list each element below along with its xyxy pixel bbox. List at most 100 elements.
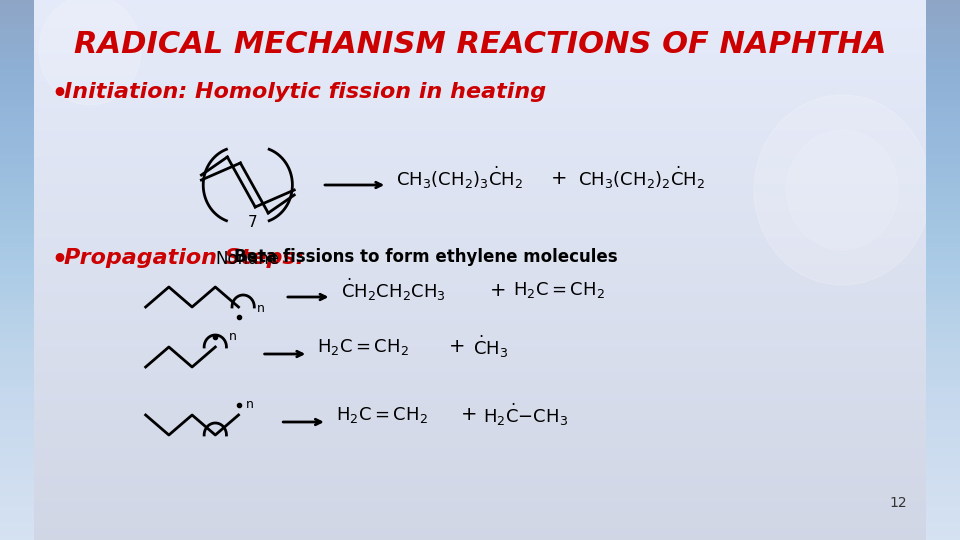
- Bar: [35, 259, 925, 265]
- Text: n: n: [246, 398, 253, 411]
- Bar: [35, 38, 925, 43]
- Bar: [35, 0, 925, 5]
- Bar: [35, 297, 925, 302]
- Bar: [35, 97, 925, 103]
- Bar: [35, 270, 925, 275]
- Bar: [35, 518, 925, 524]
- Bar: [35, 524, 925, 529]
- Bar: [35, 211, 925, 216]
- Bar: [35, 221, 925, 227]
- Bar: [35, 162, 925, 167]
- Text: $\mathregular{\dot{C}H_3}$: $\mathregular{\dot{C}H_3}$: [472, 334, 508, 360]
- Text: +: +: [448, 338, 465, 356]
- Text: +: +: [551, 168, 567, 187]
- Bar: [35, 265, 925, 270]
- Bar: [35, 243, 925, 248]
- Bar: [35, 286, 925, 292]
- Bar: [35, 86, 925, 92]
- Bar: [35, 32, 925, 38]
- Text: $\mathregular{H_2C{=}CH_2}$: $\mathregular{H_2C{=}CH_2}$: [318, 337, 409, 357]
- Bar: [35, 157, 925, 162]
- Bar: [35, 394, 925, 400]
- Text: $\mathregular{\dot{C}H_2CH_2CH_3}$: $\mathregular{\dot{C}H_2CH_2CH_3}$: [341, 277, 445, 303]
- Text: $\mathregular{CH_3(CH_2)_3\dot{C}H_2}$: $\mathregular{CH_3(CH_2)_3\dot{C}H_2}$: [396, 165, 524, 191]
- Bar: [35, 81, 925, 86]
- Bar: [35, 124, 925, 130]
- Bar: [35, 475, 925, 481]
- Text: RADICAL MECHANISM REACTIONS OF NAPHTHA: RADICAL MECHANISM REACTIONS OF NAPHTHA: [74, 30, 886, 59]
- Bar: [35, 65, 925, 70]
- Bar: [35, 113, 925, 119]
- Bar: [35, 59, 925, 65]
- Bar: [35, 529, 925, 535]
- Bar: [35, 356, 925, 362]
- Bar: [35, 302, 925, 308]
- Bar: [35, 535, 925, 540]
- Text: •: •: [51, 82, 67, 106]
- Bar: [35, 340, 925, 346]
- Bar: [35, 497, 925, 502]
- Bar: [35, 292, 925, 297]
- Text: n: n: [229, 330, 237, 343]
- Bar: [35, 502, 925, 508]
- Bar: [35, 173, 925, 178]
- Bar: [35, 92, 925, 97]
- Bar: [35, 205, 925, 211]
- Bar: [35, 346, 925, 351]
- Text: $\mathregular{H_2C{=}CH_2}$: $\mathregular{H_2C{=}CH_2}$: [514, 280, 606, 300]
- Bar: [35, 324, 925, 329]
- Bar: [35, 513, 925, 518]
- Bar: [35, 103, 925, 108]
- Bar: [35, 470, 925, 475]
- Bar: [35, 135, 925, 140]
- Text: Beta fissions to form ethylene molecules: Beta fissions to form ethylene molecules: [234, 248, 617, 266]
- Text: +: +: [461, 406, 477, 424]
- Bar: [35, 432, 925, 437]
- Text: 7: 7: [248, 215, 257, 230]
- Bar: [35, 400, 925, 405]
- Bar: [35, 421, 925, 427]
- Bar: [35, 27, 925, 32]
- Bar: [35, 464, 925, 470]
- Bar: [35, 146, 925, 151]
- Circle shape: [754, 95, 930, 285]
- Bar: [35, 194, 925, 200]
- Bar: [35, 76, 925, 81]
- Bar: [35, 130, 925, 135]
- Bar: [35, 254, 925, 259]
- Bar: [35, 119, 925, 124]
- Bar: [35, 319, 925, 324]
- Bar: [35, 227, 925, 232]
- Bar: [35, 5, 925, 11]
- Bar: [35, 308, 925, 313]
- Bar: [35, 405, 925, 410]
- Bar: [35, 378, 925, 383]
- Bar: [35, 178, 925, 184]
- Text: Propagation Steps:: Propagation Steps:: [64, 248, 304, 268]
- Bar: [35, 232, 925, 238]
- Text: $\mathregular{CH_3(CH_2)_2\dot{C}H_2}$: $\mathregular{CH_3(CH_2)_2\dot{C}H_2}$: [578, 165, 705, 191]
- Text: Nonane: Nonane: [216, 250, 279, 268]
- Bar: [35, 367, 925, 373]
- Bar: [35, 43, 925, 49]
- Bar: [35, 16, 925, 22]
- Text: •: •: [51, 248, 67, 272]
- Bar: [35, 459, 925, 464]
- Bar: [35, 389, 925, 394]
- Bar: [35, 200, 925, 205]
- Bar: [35, 49, 925, 54]
- Bar: [35, 416, 925, 421]
- Bar: [35, 491, 925, 497]
- Text: Initiation: Homolytic fission in heating: Initiation: Homolytic fission in heating: [64, 82, 546, 102]
- Bar: [35, 216, 925, 221]
- Bar: [35, 362, 925, 367]
- Bar: [35, 437, 925, 443]
- Bar: [35, 329, 925, 335]
- Text: 12: 12: [890, 496, 907, 510]
- Bar: [35, 448, 925, 454]
- Bar: [35, 11, 925, 16]
- Bar: [35, 167, 925, 173]
- Bar: [35, 151, 925, 157]
- Bar: [35, 275, 925, 281]
- Bar: [35, 108, 925, 113]
